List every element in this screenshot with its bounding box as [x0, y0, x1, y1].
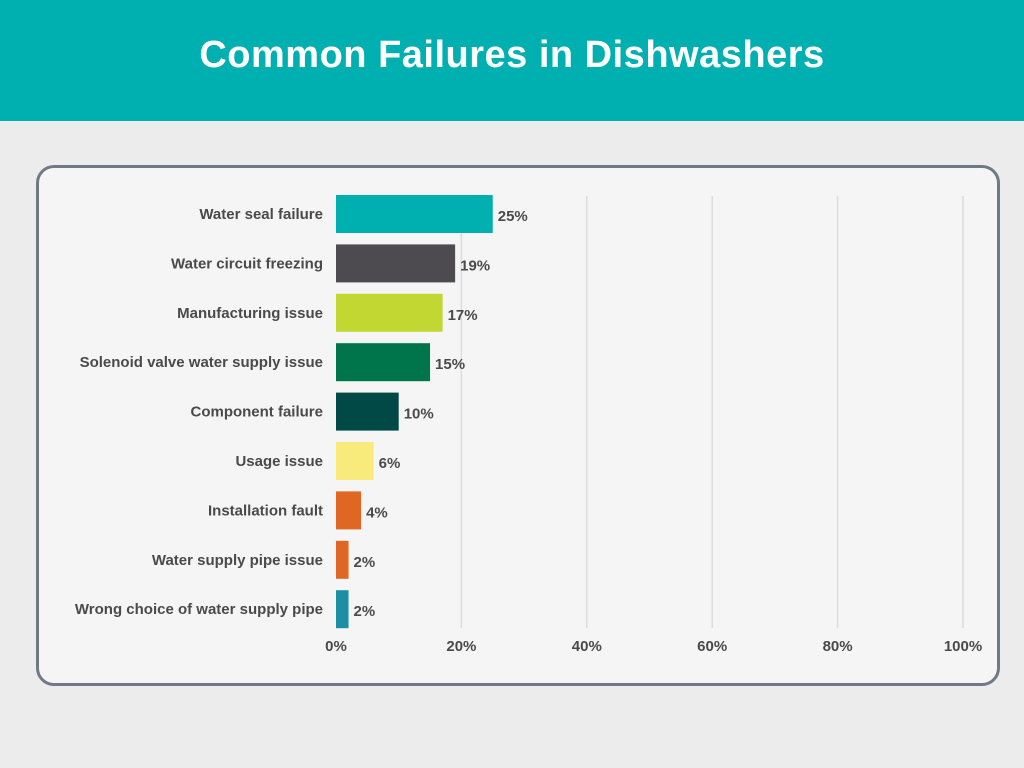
- category-label: Water circuit freezing: [171, 255, 323, 272]
- category-label: Wrong choice of water supply pipe: [75, 601, 323, 618]
- value-label: 6%: [379, 455, 401, 472]
- bar: [336, 244, 456, 283]
- bar: [336, 392, 399, 431]
- category-label: Water seal failure: [199, 206, 323, 223]
- tick-label: 20%: [446, 638, 476, 655]
- tick-label: 100%: [944, 638, 982, 655]
- chart-tick-labels: 0% 20% 40% 60% 80% 100%: [325, 638, 982, 655]
- chart-bars: [336, 195, 493, 629]
- bar: [336, 491, 362, 530]
- tick-label: 60%: [697, 638, 727, 655]
- value-label: 4%: [366, 504, 388, 521]
- value-label: 25%: [498, 208, 528, 225]
- chart-card: [36, 165, 1000, 686]
- category-label: Solenoid valve water supply issue: [80, 354, 323, 371]
- bar: [336, 195, 493, 233]
- bar: [336, 293, 443, 332]
- value-label: 17%: [448, 307, 478, 324]
- value-label: 15%: [435, 356, 465, 373]
- tick-label: 40%: [572, 638, 602, 655]
- category-label: Component failure: [190, 404, 323, 421]
- tick-label: 0%: [325, 638, 347, 655]
- chart-gridlines: [460, 196, 964, 628]
- category-label: Installation fault: [208, 502, 323, 519]
- chart-category-labels: Water seal failure Water circuit freezing…: [75, 206, 323, 618]
- header-banner: Common Failures in Dishwashers: [0, 0, 1024, 121]
- category-label: Usage issue: [235, 453, 323, 470]
- category-label: Water supply pipe issue: [152, 552, 323, 569]
- bar: [336, 540, 349, 579]
- chart-value-labels: 25% 19% 17% 15% 10% 6% 4% 2% 2%: [354, 208, 528, 620]
- page-title: Common Failures in Dishwashers: [199, 34, 825, 76]
- value-label: 10%: [404, 406, 434, 423]
- category-label: Manufacturing issue: [177, 305, 323, 322]
- tick-label: 80%: [823, 638, 853, 655]
- value-label: 2%: [354, 603, 376, 620]
- bar: [336, 590, 349, 629]
- bar: [336, 442, 374, 480]
- value-label: 2%: [354, 554, 376, 571]
- value-label: 19%: [460, 257, 490, 274]
- bar: [336, 343, 431, 382]
